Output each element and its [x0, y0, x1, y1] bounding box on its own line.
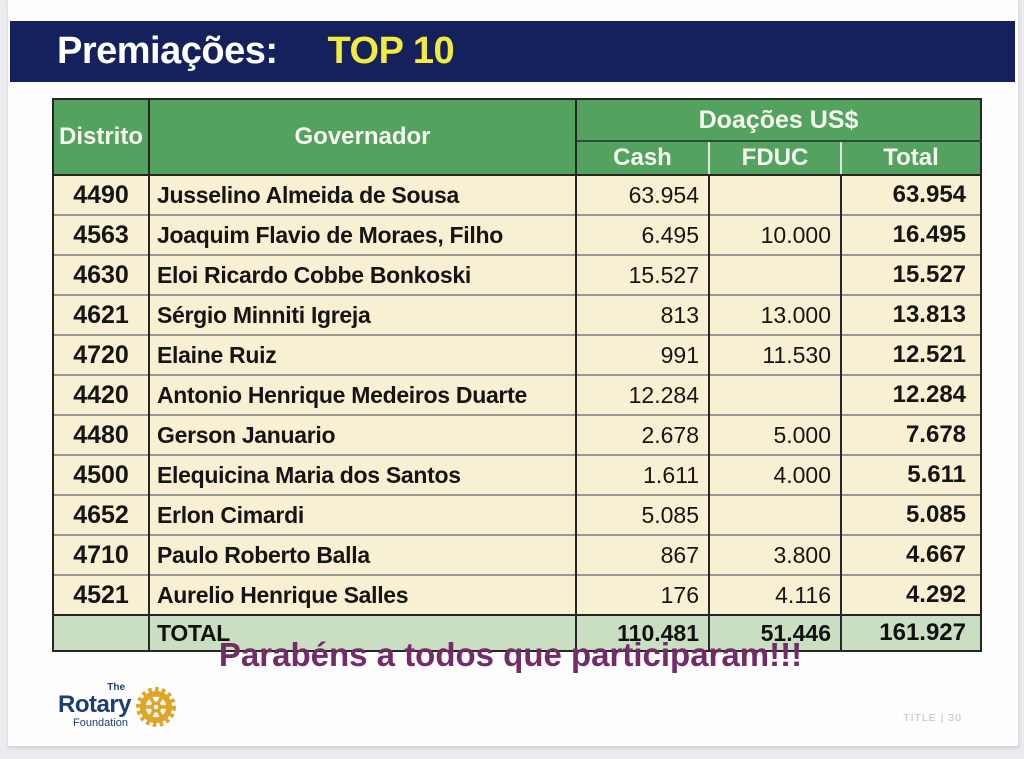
table-row: 4420 Antonio Henrique Medeiros Duarte 12.2… — [52, 374, 983, 415]
logo-word-foundation: Foundation — [72, 717, 129, 729]
governor-cell: Joaquim Flavio de Moraes, Filho — [148, 214, 577, 255]
cash-cell: 2.678 — [575, 414, 710, 455]
district-cell: 4563 — [52, 214, 150, 255]
total-cash-cell: 110.481 — [575, 614, 710, 652]
fduc-cell: 4.000 — [708, 454, 842, 495]
logo-word-the: The — [107, 682, 126, 693]
cash-cell: 5.085 — [575, 494, 710, 535]
slide-page-label: TITLE | 30 — [903, 712, 962, 724]
fduc-cell: 3.800 — [708, 534, 842, 575]
table-row: 4710 Paulo Roberto Balla 867 3.800 4.667 — [52, 534, 983, 575]
congratulations-message: Parabéns a todos que participaram!!! — [218, 636, 803, 673]
cash-cell: 176 — [575, 574, 710, 615]
total-fduc-cell: 51.446 — [708, 614, 842, 652]
total-cell: 12.521 — [839, 334, 983, 375]
fduc-cell: 10.000 — [708, 214, 842, 255]
cash-cell: 867 — [575, 534, 710, 575]
district-cell: 4720 — [52, 334, 150, 375]
governor-cell: Gerson Januario — [148, 414, 577, 455]
governor-cell: Erlon Cimardi — [148, 494, 577, 535]
table-row: 4621 Sérgio Minniti Igreja 813 13.000 13.813 — [52, 294, 983, 335]
fduc-cell — [708, 174, 842, 215]
governor-cell: Paulo Roberto Balla — [148, 534, 577, 575]
total-cell: 12.284 — [839, 374, 983, 415]
total-cell: 16.495 — [839, 214, 983, 255]
fduc-cell: 11.530 — [708, 334, 842, 375]
district-cell: 4480 — [52, 414, 150, 455]
table-row: 4500 Elequicina Maria dos Santos 1.611 4.00… — [52, 454, 983, 495]
governor-cell: Sérgio Minniti Igreja — [148, 294, 577, 335]
table-row: 4563 Joaquim Flavio de Moraes, Filho 6.495… — [52, 214, 983, 255]
table-header: Distrito Governador Doações US$ Cash FDU… — [52, 98, 983, 176]
total-cell: 4.292 — [839, 574, 983, 615]
table-total-row: TOTAL 110.481 51.446 161.927 — [52, 614, 983, 652]
total-total-cell: 161.927 — [839, 614, 983, 652]
rotary-foundation-logo: The Rotary Foundation — [58, 682, 177, 730]
logo-word-rotary: Rotary — [58, 691, 132, 718]
district-cell: 4652 — [52, 494, 150, 535]
district-cell: 4490 — [52, 174, 150, 215]
fduc-cell: 13.000 — [708, 294, 842, 335]
column-header-total: Total — [839, 140, 983, 176]
table-row: 4480 Gerson Januario 2.678 5.000 7.678 — [52, 414, 983, 455]
slide-title-highlight: TOP 10 — [327, 30, 455, 72]
fduc-cell — [708, 374, 842, 415]
total-cell: 5.611 — [839, 454, 983, 495]
column-header-fduc: FDUC — [708, 140, 842, 176]
total-cell: 7.678 — [839, 414, 983, 455]
governor-cell: Eloi Ricardo Cobbe Bonkoski — [148, 254, 577, 295]
table-body: 4490 Jusselino Almeida de Sousa 63.954 63.9… — [52, 174, 983, 615]
column-header-donations-group: Doações US$ — [574, 98, 983, 142]
awards-table-container: Distrito Governador Doações US$ Cash FDU… — [52, 98, 983, 652]
column-header-district: Distrito — [52, 98, 150, 176]
fduc-cell — [708, 494, 842, 535]
table-row: 4490 Jusselino Almeida de Sousa 63.954 63.9… — [52, 174, 983, 215]
district-cell: 4621 — [52, 294, 150, 335]
governor-cell: Antonio Henrique Medeiros Duarte — [148, 374, 577, 415]
district-cell: 4420 — [52, 374, 150, 415]
fduc-cell: 4.116 — [708, 574, 842, 615]
district-cell: 4500 — [52, 454, 150, 495]
table-row: 4630 Eloi Ricardo Cobbe Bonkoski 15.527 15.… — [52, 254, 983, 295]
cash-cell: 813 — [575, 294, 710, 335]
slide: Premiações: TOP 10 Distrito Governador D… — [8, 0, 1019, 747]
total-empty-cell — [52, 614, 150, 652]
table-row: 4720 Elaine Ruiz 991 11.530 12.521 — [52, 334, 983, 375]
governor-cell: Elaine Ruiz — [148, 334, 577, 375]
cash-cell: 6.495 — [575, 214, 710, 255]
cash-cell: 12.284 — [575, 374, 710, 415]
rotary-logo-text: The Rotary Foundation — [58, 682, 132, 730]
total-cell: 15.527 — [839, 254, 983, 295]
cash-cell: 63.954 — [575, 174, 710, 215]
cash-cell: 15.527 — [575, 254, 710, 295]
governor-cell: Aurelio Henrique Salles — [148, 574, 577, 615]
table-row: 4652 Erlon Cimardi 5.085 5.085 — [52, 494, 983, 535]
total-label-cell: TOTAL — [148, 614, 577, 652]
column-header-governor: Governador — [148, 98, 577, 176]
district-cell: 4710 — [52, 534, 150, 575]
total-cell: 5.085 — [839, 494, 983, 535]
table-row: 4521 Aurelio Henrique Salles 176 4.116 4.292 — [52, 574, 983, 615]
total-cell: 4.667 — [839, 534, 983, 575]
slide-title-bar: Premiações: TOP 10 — [10, 21, 1015, 82]
total-cell: 13.813 — [839, 294, 983, 335]
cash-cell: 1.611 — [575, 454, 710, 495]
district-cell: 4630 — [52, 254, 150, 295]
governor-cell: Jusselino Almeida de Sousa — [148, 174, 577, 215]
governor-cell: Elequicina Maria dos Santos — [148, 454, 577, 495]
total-cell: 63.954 — [839, 174, 983, 215]
district-cell: 4521 — [52, 574, 150, 615]
slide-title: Premiações: — [57, 30, 278, 72]
total-row: TOTAL 110.481 51.446 161.927 — [52, 614, 983, 652]
rotary-wheel-icon — [136, 687, 176, 727]
cash-cell: 991 — [575, 334, 710, 375]
fduc-cell: 5.000 — [708, 414, 842, 455]
fduc-cell — [708, 254, 842, 295]
column-header-cash: Cash — [575, 140, 710, 176]
awards-table: Distrito Governador Doações US$ Cash FDU… — [52, 98, 983, 652]
